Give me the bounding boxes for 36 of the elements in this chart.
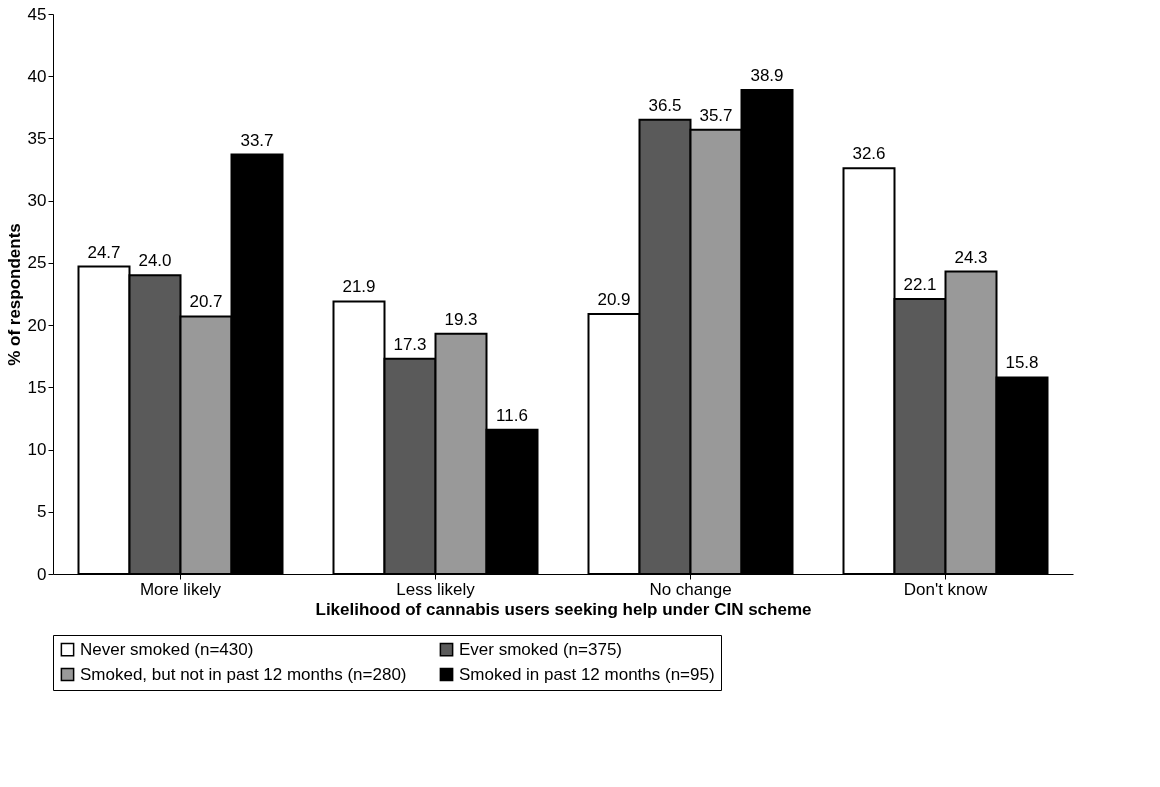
legend-label: Smoked in past 12 months (n=95): [459, 664, 715, 684]
data-label: 15.8: [1005, 353, 1039, 373]
x-tick-label: More likely: [139, 579, 222, 599]
legend-label: Smoked, but not in past 12 months (n=280): [80, 664, 407, 684]
data-label: 24.7: [87, 242, 121, 262]
data-label: 36.5: [648, 95, 682, 115]
y-tick-label: 30: [27, 191, 47, 211]
data-label: 20.9: [597, 289, 631, 309]
data-label: 22.1: [903, 274, 937, 294]
data-label: 24.3: [954, 247, 988, 267]
data-label: 20.7: [189, 292, 223, 312]
legend-label: Ever smoked (n=375): [459, 639, 622, 659]
data-label: 19.3: [444, 309, 478, 329]
y-tick-label: 45: [27, 4, 47, 24]
y-tick-label: 25: [27, 253, 47, 273]
y-tick-label: 20: [27, 315, 47, 335]
y-tick-label: 35: [27, 128, 47, 148]
data-label: 17.3: [393, 334, 427, 354]
y-axis-title: % of respondents: [4, 223, 24, 366]
y-tick-label: 40: [27, 66, 47, 86]
data-label: 33.7: [240, 130, 274, 150]
data-label: 35.7: [699, 105, 733, 125]
x-axis-title: Likelihood of cannabis users seeking help under CIN scheme: [315, 599, 812, 619]
y-tick-label: 5: [37, 502, 47, 522]
data-label: 24.0: [138, 251, 172, 271]
x-tick-label: Less likely: [396, 579, 476, 599]
x-tick-label: No change: [649, 579, 732, 599]
y-tick-label: 0: [37, 564, 47, 584]
data-label: 11.6: [496, 405, 528, 425]
x-tick-label: Don't know: [903, 579, 988, 599]
data-label: 21.9: [342, 277, 376, 297]
data-label: 38.9: [750, 65, 784, 85]
y-tick-label: 15: [27, 377, 47, 397]
data-label: 32.6: [852, 144, 886, 164]
legend-label: Never smoked (n=430): [80, 639, 254, 659]
y-tick-label: 10: [27, 440, 47, 460]
